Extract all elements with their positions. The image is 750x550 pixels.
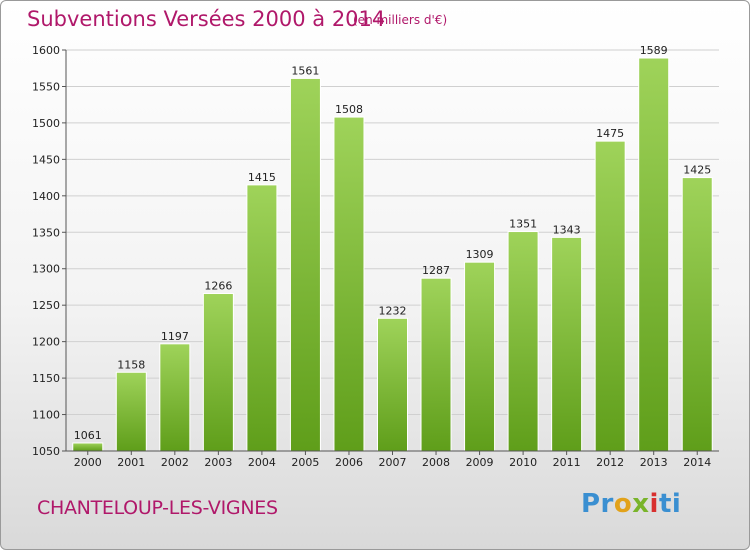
y-tick-label: 1200 — [32, 336, 60, 349]
chart-unit: (en milliers d'€) — [353, 13, 448, 27]
bar-2007 — [377, 317, 408, 452]
bar-2011 — [551, 236, 583, 452]
bar-2004 — [246, 184, 278, 452]
bar-2012 — [594, 140, 626, 452]
y-tick-label: 1300 — [32, 263, 60, 276]
y-tick-label: 1350 — [32, 226, 60, 239]
chart-title: Subventions Versées 2000 à 2014 — [27, 7, 386, 31]
bar-2002 — [159, 343, 191, 452]
y-tick-label: 1100 — [32, 409, 60, 422]
data-label-2006: 1508 — [335, 103, 363, 116]
logo-part: Pr — [581, 489, 614, 519]
y-tick-label: 1450 — [32, 153, 60, 166]
data-label-2002: 1197 — [161, 330, 189, 343]
x-tick-label-2009: 2009 — [466, 456, 494, 469]
logo-part: x — [632, 489, 650, 519]
data-label-2010: 1351 — [509, 218, 537, 231]
x-tick-label-2001: 2001 — [117, 456, 145, 469]
x-tick-label-2012: 2012 — [596, 456, 624, 469]
bar-2014 — [681, 177, 713, 452]
x-tick-label-2014: 2014 — [683, 456, 711, 469]
y-tick-label: 1400 — [32, 190, 60, 203]
x-tick-label-2006: 2006 — [335, 456, 363, 469]
data-label-2003: 1266 — [204, 280, 232, 293]
bar-2009 — [464, 261, 496, 452]
bar-2000 — [72, 442, 104, 452]
data-label-2012: 1475 — [596, 127, 624, 140]
y-tick-label: 1600 — [32, 44, 60, 57]
x-tick-label-2011: 2011 — [553, 456, 581, 469]
x-tick-label-2000: 2000 — [74, 456, 102, 469]
logo-part: ti — [658, 489, 682, 519]
data-label-2013: 1589 — [640, 44, 668, 57]
x-tick-label-2008: 2008 — [422, 456, 450, 469]
bar-2013 — [638, 57, 670, 452]
logo-part: i — [649, 489, 659, 519]
commune-name: CHANTELOUP-LES-VIGNES — [37, 497, 278, 519]
logo-part: o — [613, 489, 633, 519]
y-tick-label: 1250 — [32, 299, 60, 312]
x-tick-label-2013: 2013 — [640, 456, 668, 469]
y-tick-label: 1150 — [32, 372, 60, 385]
x-tick-label-2005: 2005 — [291, 456, 319, 469]
data-label-2004: 1415 — [248, 171, 276, 184]
bar-2010 — [507, 231, 539, 452]
x-tick-label-2004: 2004 — [248, 456, 276, 469]
data-label-2014: 1425 — [683, 164, 711, 177]
bar-2001 — [115, 371, 147, 452]
bar-2008 — [420, 277, 452, 452]
bar-2005 — [289, 77, 321, 452]
x-tick-label-2003: 2003 — [204, 456, 232, 469]
data-label-2005: 1561 — [291, 64, 319, 77]
y-tick-label: 1550 — [32, 80, 60, 93]
y-tick-label: 1500 — [32, 117, 60, 130]
data-label-2009: 1309 — [466, 248, 494, 261]
data-label-2001: 1158 — [117, 358, 145, 371]
x-tick-label-2002: 2002 — [161, 456, 189, 469]
x-tick-label-2007: 2007 — [379, 456, 407, 469]
data-label-2007: 1232 — [379, 304, 407, 317]
data-label-2000: 1061 — [74, 429, 102, 442]
data-label-2008: 1287 — [422, 264, 450, 277]
bar-2006 — [333, 116, 365, 452]
x-tick-label-2010: 2010 — [509, 456, 537, 469]
bar-2003 — [202, 293, 234, 452]
data-label-2011: 1343 — [553, 223, 581, 236]
y-tick-label: 1050 — [32, 445, 60, 458]
proxiti-logo: Proxiti — [581, 489, 681, 519]
